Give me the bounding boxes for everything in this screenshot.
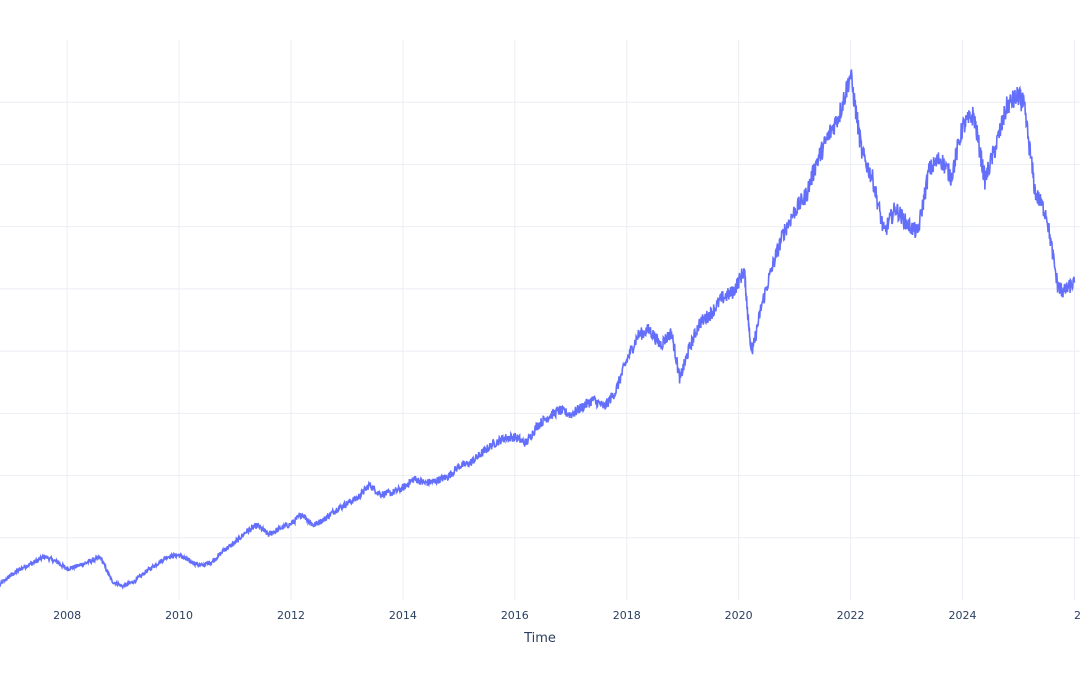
x-tick-label: 2014 (389, 609, 417, 622)
y-gridlines (0, 101, 1080, 539)
x-tick-label: 2008 (53, 609, 81, 622)
x-tick-label: 2022 (837, 609, 865, 622)
x-tick-label: 2026 (1074, 609, 1080, 622)
x-axis-title: Time (523, 631, 556, 646)
x-tick-label: 2016 (501, 609, 529, 622)
x-tick-labels: 2008 2010 2012 2014 2016 2018 2020 2022 2024 2026 (53, 609, 1080, 622)
x-tick-label: 2020 (725, 609, 753, 622)
x-tick-label: 2012 (277, 609, 305, 622)
series-line (0, 69, 1076, 590)
x-tick-label: 2010 (165, 609, 193, 622)
x-tick-label: 2024 (948, 609, 976, 622)
x-tick-label: 2018 (613, 609, 641, 622)
x-gridlines (66, 40, 1075, 600)
